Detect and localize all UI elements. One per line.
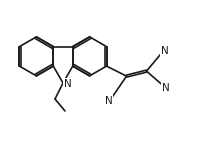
Text: N: N	[161, 46, 168, 56]
Text: N: N	[162, 83, 169, 93]
Text: N: N	[64, 79, 72, 89]
Text: N: N	[105, 96, 112, 106]
